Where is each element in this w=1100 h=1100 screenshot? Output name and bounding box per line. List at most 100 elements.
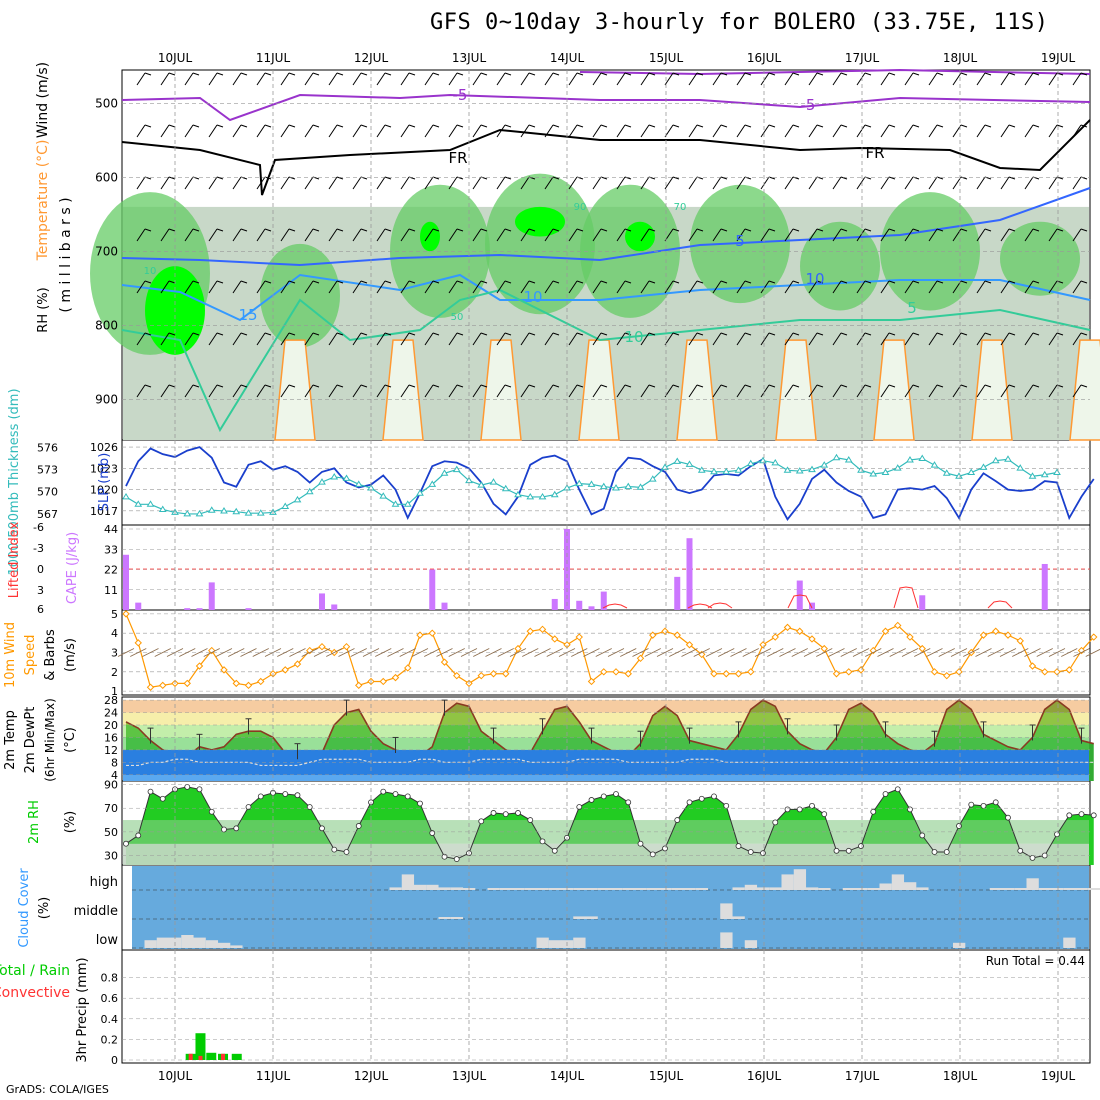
thickness-marker	[244, 509, 253, 516]
wind-barb	[136, 384, 146, 398]
wind-barb	[664, 176, 674, 190]
wind-barb	[784, 384, 794, 398]
wind-barb	[832, 228, 842, 242]
thickness-marker	[281, 502, 290, 510]
wind-barb	[616, 280, 626, 294]
wind-barb	[448, 332, 458, 346]
cloud-level-label: low	[96, 933, 119, 948]
li-line	[987, 600, 1013, 609]
wind-barb-flag	[432, 124, 440, 128]
wind-barb	[808, 228, 818, 242]
wind-barb	[448, 124, 458, 138]
wind-barb-flag	[288, 280, 296, 284]
wind10-barb	[240, 648, 257, 657]
wind10-barb	[901, 648, 919, 657]
wind-barb-flag	[960, 124, 968, 128]
wind-barb	[640, 228, 650, 242]
x-tick-top: 12JUL	[354, 51, 389, 65]
wind-barb	[640, 384, 650, 398]
thickness-marker	[256, 509, 265, 516]
wind-barb-flag	[312, 228, 320, 232]
cape-bar	[576, 600, 583, 610]
cloud-bar	[438, 887, 451, 890]
li-tick: 3	[37, 584, 44, 597]
wind-barb-flag	[888, 176, 896, 180]
wind-barb	[928, 228, 938, 242]
wind-barb-flag	[624, 384, 632, 388]
wind-barb	[376, 228, 386, 242]
wind-barb	[1048, 384, 1058, 398]
rh-marker	[380, 788, 387, 795]
wind-barb	[904, 384, 914, 398]
rh-marker	[956, 823, 962, 829]
wind-barb	[1072, 332, 1082, 346]
cloud-bar	[548, 888, 562, 890]
time-axes: 10JUL 11JUL 12JUL 13JUL 14JUL 15JUL 16JUL 17JUL…	[158, 51, 1076, 1083]
wind-barb-flag	[312, 280, 320, 284]
wind-barb-flag	[672, 384, 680, 388]
wind10-marker	[538, 625, 547, 634]
wind-barb-flag	[960, 72, 968, 76]
cape-tick: 22	[104, 564, 118, 577]
rh-tick: 50	[104, 826, 118, 839]
wind10-tick: 2	[111, 666, 118, 679]
wind-barb-flag	[408, 228, 416, 232]
wind-barb	[1048, 72, 1058, 86]
wind-barb-flag	[552, 176, 560, 180]
wind-barb	[880, 176, 890, 190]
wind-barb	[136, 72, 146, 86]
precip-total-bar	[206, 1052, 217, 1060]
wind-barb-flag	[960, 280, 968, 284]
cloud-bar	[818, 888, 831, 890]
rh-marker	[649, 851, 656, 858]
wind-barb	[904, 280, 914, 294]
rh-moist-area	[260, 243, 340, 348]
wind-barb	[256, 280, 266, 294]
wind10-barb	[313, 648, 331, 657]
wind10-barb	[326, 648, 343, 657]
wind-barb	[736, 228, 746, 242]
wind10-marker	[906, 633, 914, 641]
wind-barb	[880, 124, 890, 138]
wind-barb	[208, 72, 218, 86]
wind-barb	[448, 384, 458, 398]
wind-barb-flag	[168, 332, 176, 336]
rh-marker	[931, 849, 938, 855]
wind-barb	[448, 72, 458, 86]
thickness-marker	[342, 474, 351, 481]
wind-barb-flag	[792, 332, 800, 336]
wind-barb	[520, 176, 530, 190]
thickness-marker	[624, 482, 633, 490]
wind-barb	[448, 176, 458, 190]
wind-barb	[856, 228, 866, 242]
wind-barb-flag	[648, 280, 656, 284]
wind-barb-flag	[768, 72, 776, 76]
rh-marker	[968, 801, 975, 808]
wind-barb-flag	[1008, 280, 1016, 284]
wind-contour-minus5	[121, 93, 1091, 122]
wind-barb	[1000, 384, 1010, 398]
wind-barb	[256, 384, 266, 398]
cape-bar	[184, 608, 191, 610]
wind-barb-flag	[216, 280, 224, 284]
wind10-barb	[705, 648, 723, 657]
wind-barb	[736, 124, 746, 138]
wind-barb-flag	[456, 280, 464, 284]
wind-barb	[880, 72, 890, 86]
wind-barb	[160, 384, 170, 398]
wind-barb-flag	[768, 176, 776, 180]
wind10-marker	[355, 681, 363, 690]
wind-barb	[544, 72, 554, 86]
wind-barb-flag	[864, 72, 872, 76]
wind-barb-flag	[792, 228, 800, 232]
wind-barb	[424, 72, 434, 86]
dewpt-line	[126, 758, 1094, 767]
wind10-marker	[979, 631, 988, 639]
pressure-tick: 900	[95, 392, 118, 406]
rh-marker	[490, 810, 497, 816]
wind-barb-flag	[168, 384, 176, 388]
wind-barb	[304, 384, 314, 398]
wind-barb-flag	[360, 72, 368, 76]
wind-barb-flag	[816, 124, 824, 128]
wind-barb-flag	[576, 280, 584, 284]
